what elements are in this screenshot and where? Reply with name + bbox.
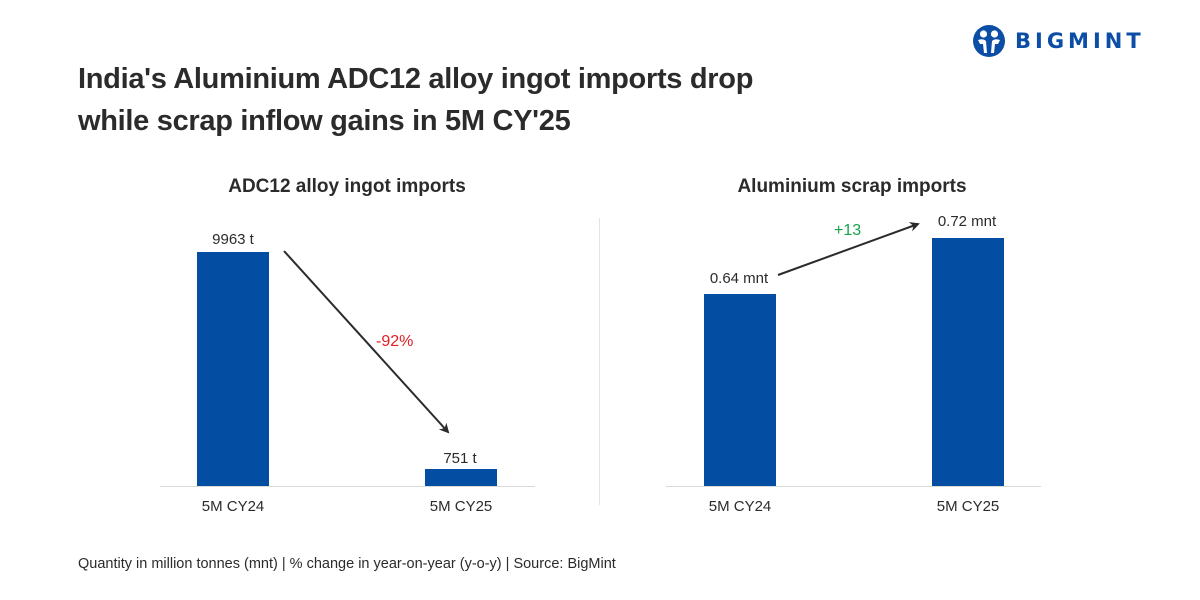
up-arrow-icon xyxy=(777,222,920,276)
chart-title-adc12: ADC12 alloy ingot imports xyxy=(228,176,466,197)
bar-scrap-cy25 xyxy=(932,238,1004,486)
chart-title-scrap: Aluminium scrap imports xyxy=(737,176,967,197)
people-circle-icon xyxy=(973,25,1005,57)
down-arrow-icon xyxy=(283,250,450,434)
bar-adc12-cy24 xyxy=(197,252,269,486)
category-label: 5M CY25 xyxy=(429,498,493,515)
category-label: 5M CY25 xyxy=(936,498,1000,515)
bar-value-label: 0.64 mnt xyxy=(709,270,769,287)
logo-text: BIGMINT xyxy=(1015,29,1145,53)
bar-value-label: 0.72 mnt xyxy=(937,213,997,230)
change-label-negative: -92% xyxy=(376,333,414,350)
x-axis-line xyxy=(666,486,1041,487)
bigmint-logo: BIGMINT xyxy=(972,24,1145,58)
title-line-2: while scrap inflow gains in 5M CY'25 xyxy=(78,105,571,137)
title-line-1: India's Aluminium ADC12 alloy ingot impo… xyxy=(78,63,754,95)
chart-divider xyxy=(599,218,600,505)
bar-value-label: 751 t xyxy=(443,450,477,467)
page-title: India's Aluminium ADC12 alloy ingot impo… xyxy=(78,58,938,142)
category-label: 5M CY24 xyxy=(201,498,265,515)
bar-value-label: 9963 t xyxy=(212,231,254,248)
bar-adc12-cy25 xyxy=(425,469,497,486)
x-axis-line xyxy=(160,486,535,487)
footnote-source: Quantity in million tonnes (mnt) | % cha… xyxy=(78,556,616,572)
bar-scrap-cy24 xyxy=(704,294,776,486)
change-label-positive: +13 xyxy=(834,222,862,239)
category-label: 5M CY24 xyxy=(708,498,772,515)
